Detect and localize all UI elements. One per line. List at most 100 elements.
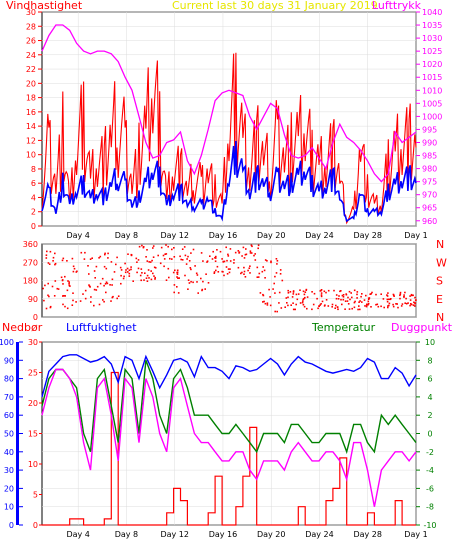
direction-point [95, 289, 98, 291]
direction-degree-label: 0 [33, 313, 38, 322]
direction-point [98, 257, 100, 259]
direction-point [335, 294, 338, 296]
direction-point [371, 291, 373, 294]
direction-point [292, 293, 295, 295]
direction-point [242, 246, 245, 249]
direction-point [276, 310, 278, 313]
temperature-line [41, 360, 417, 455]
direction-point [169, 257, 171, 260]
direction-point [320, 295, 323, 298]
pressure-tick-label: 1010 [422, 86, 442, 95]
direction-degree-ticks: 0 90 180 270 360 [23, 240, 38, 322]
direction-point [245, 253, 248, 256]
direction-point [45, 257, 48, 259]
direction-point [176, 269, 179, 272]
direction-point [229, 248, 232, 250]
direction-point [321, 300, 324, 303]
direction-point [66, 260, 68, 262]
direction-point [347, 303, 350, 305]
pressure-tick-label: 985 [422, 152, 437, 161]
direction-point [215, 255, 217, 258]
direction-point [365, 305, 368, 308]
direction-point [254, 259, 257, 261]
direction-point [359, 300, 361, 302]
direction-degree-label: 360 [23, 240, 38, 249]
direction-point [213, 271, 216, 273]
direction-point [364, 305, 366, 307]
wind-tick-label: 6 [31, 179, 36, 188]
temp-tick-label: -6 [426, 484, 434, 493]
direction-point [73, 267, 76, 270]
direction-point [261, 270, 264, 273]
direction-point [241, 271, 243, 274]
pressure-tick-label: 1030 [422, 34, 442, 43]
direction-point [325, 291, 327, 294]
direction-point [143, 279, 145, 281]
direction-point [348, 290, 351, 293]
direction-point [153, 266, 156, 269]
direction-point [269, 296, 271, 298]
direction-point [52, 256, 55, 259]
direction-point [358, 301, 360, 303]
direction-point [171, 248, 173, 251]
direction-point [346, 300, 349, 302]
direction-point [223, 260, 226, 263]
direction-point [221, 258, 223, 260]
direction-point [154, 267, 157, 269]
direction-point [163, 258, 166, 260]
direction-point [176, 273, 179, 275]
direction-point [341, 294, 344, 297]
direction-point [335, 297, 338, 300]
temp-tick-label: 2 [427, 411, 432, 420]
temp-tick-label: -2 [426, 448, 434, 457]
direction-point [386, 300, 389, 303]
direction-point [196, 281, 198, 283]
direction-point [299, 302, 302, 304]
direction-point [292, 308, 295, 311]
direction-point [340, 298, 342, 301]
direction-point [274, 275, 276, 278]
direction-point [51, 285, 54, 288]
direction-point [414, 296, 416, 299]
direction-point [216, 249, 218, 251]
direction-point [52, 260, 54, 262]
direction-point [111, 278, 114, 281]
direction-point [297, 293, 300, 295]
direction-point [104, 252, 106, 255]
direction-point [359, 308, 361, 311]
direction-point [244, 276, 247, 278]
direction-point [361, 293, 363, 295]
direction-point [141, 272, 143, 274]
direction-point [46, 250, 48, 253]
pressure-tick-label: 1005 [422, 99, 442, 108]
pressure-tick-label: 1015 [422, 73, 442, 82]
direction-point [410, 294, 413, 297]
direction-point [136, 271, 138, 274]
direction-point [225, 246, 227, 249]
pressure-tick-label: 975 [422, 178, 437, 187]
direction-point [64, 295, 66, 297]
direction-point [84, 289, 87, 292]
direction-point [294, 308, 296, 311]
direction-point [105, 291, 107, 294]
direction-point [257, 247, 259, 250]
direction-point [305, 288, 308, 291]
direction-point [279, 269, 282, 271]
direction-point [311, 308, 313, 311]
direction-point [188, 260, 191, 262]
direction-point [61, 259, 64, 262]
direction-point [112, 295, 114, 298]
direction-point [62, 295, 64, 297]
direction-point [196, 274, 199, 276]
direction-point [404, 302, 406, 304]
humidity-tick-label: 10 [4, 503, 14, 512]
direction-point [286, 302, 288, 304]
direction-point [347, 296, 349, 299]
direction-point [348, 308, 351, 310]
wind-tick-label: 12 [26, 136, 36, 145]
direction-point [104, 283, 107, 285]
direction-point [213, 272, 216, 274]
direction-point [104, 253, 106, 256]
direction-point [403, 294, 405, 296]
direction-point [327, 289, 330, 292]
